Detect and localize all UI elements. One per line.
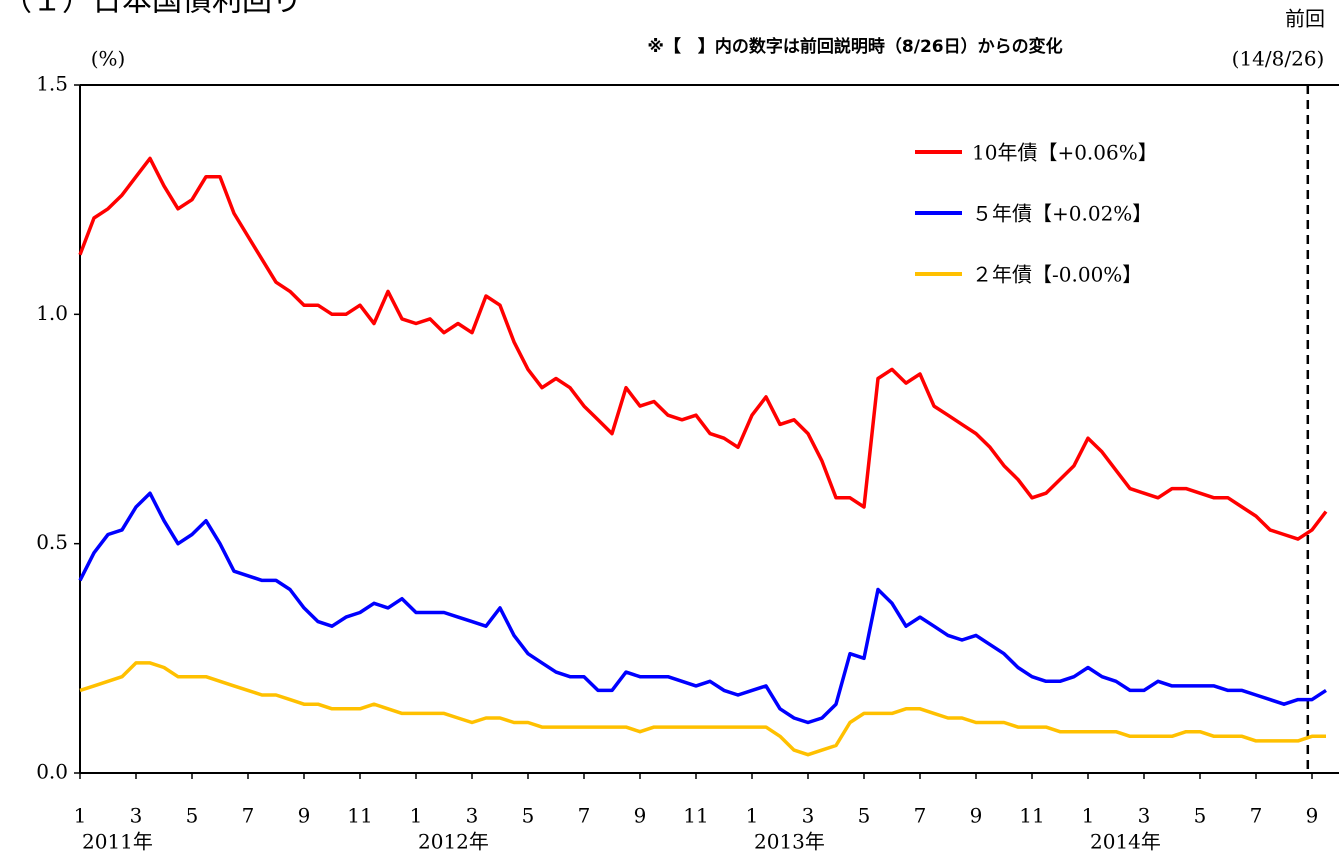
legend-label: ２年債【-0.00%】 <box>972 263 1142 287</box>
x-tick-label: 5 <box>186 804 199 828</box>
y-tick-label: 0.5 <box>36 530 68 554</box>
marker-label: 前回 <box>1285 7 1325 31</box>
x-tick-label: 1 <box>74 804 87 828</box>
legend-label: 10年債【+0.06%】 <box>972 141 1158 165</box>
y-tick-label: 1.5 <box>36 72 68 96</box>
note: ※【 】内の数字は前回説明時（8/26日）からの変化 <box>647 36 1062 57</box>
x-tick-label: 3 <box>1138 804 1151 828</box>
legend-label: ５年債【+0.02%】 <box>972 202 1152 226</box>
x-tick-label: 7 <box>914 804 927 828</box>
series-line <box>78 491 1327 725</box>
x-tick-label: 1 <box>746 804 759 828</box>
y-tick-label: 1.0 <box>36 301 68 325</box>
x-tick-label: 3 <box>802 804 815 828</box>
x-tick-label: 3 <box>130 804 143 828</box>
y-axis-label: (%) <box>91 47 126 71</box>
x-tick-label: 11 <box>1019 804 1044 828</box>
x-tick-label: 5 <box>1194 804 1207 828</box>
x-tick-label: 9 <box>634 804 647 828</box>
series-line <box>78 156 1328 541</box>
series-line <box>79 661 1326 757</box>
x-tick-label: 7 <box>1250 804 1263 828</box>
y-tick-label: 0.0 <box>36 760 68 784</box>
year-label: 2014年 <box>1090 830 1161 854</box>
x-tick-label: 11 <box>347 804 372 828</box>
x-tick-label: 5 <box>522 804 535 828</box>
year-label: 2012年 <box>418 830 489 854</box>
x-tick-label: 3 <box>466 804 479 828</box>
x-tick-label: 7 <box>242 804 255 828</box>
marker-label: (14/8/26) <box>1232 47 1325 71</box>
year-label: 2013年 <box>754 830 825 854</box>
x-tick-label: 7 <box>578 804 591 828</box>
x-tick-label: 11 <box>683 804 708 828</box>
x-tick-label: 1 <box>1082 804 1095 828</box>
x-tick-label: 1 <box>410 804 423 828</box>
x-tick-label: 9 <box>1306 804 1319 828</box>
year-label: 2011年 <box>82 830 153 854</box>
x-tick-label: 9 <box>970 804 983 828</box>
x-tick-label: 5 <box>858 804 871 828</box>
chart-title: （１）日本国債利回り <box>2 0 302 19</box>
x-tick-label: 9 <box>298 804 311 828</box>
